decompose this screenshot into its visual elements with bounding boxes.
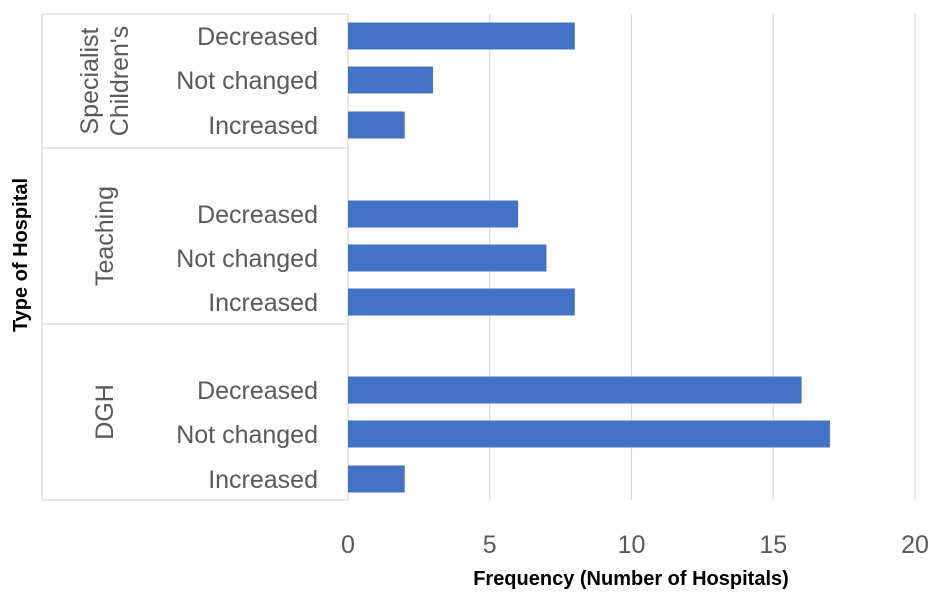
- category-label-specialist-children-s-decreased: Decreased: [197, 23, 318, 51]
- x-tick-label-20: 20: [901, 531, 929, 559]
- x-tick-label-5: 5: [483, 531, 497, 559]
- x-tick-label-0: 0: [341, 531, 355, 559]
- category-label-dgh-not-changed: Not changed: [176, 421, 318, 449]
- x-tick-label-10: 10: [618, 531, 646, 559]
- x-tick-label-15: 15: [759, 531, 787, 559]
- bar-specialist-children-s-not-changed: [348, 66, 434, 94]
- bar-teaching-decreased: [348, 200, 519, 228]
- category-label-specialist-children-s-increased: Increased: [208, 112, 318, 140]
- x-tick-labels: 0 5 10 15 20: [341, 531, 929, 559]
- bar-dgh-decreased: [348, 376, 802, 404]
- category-label-teaching-decreased: Decreased: [197, 201, 318, 229]
- category-label-teaching-increased: Increased: [208, 289, 318, 317]
- category-label-dgh-increased: Increased: [208, 466, 318, 494]
- category-labels: Decreased Not changed Increased Decreased No…: [176, 23, 318, 494]
- bar-specialist-children-s-decreased: [348, 22, 575, 50]
- x-axis-title: Frequency (Number of Hospitals): [473, 568, 789, 590]
- bar-dgh-increased: [348, 465, 405, 493]
- y-axis-title: Type of Hospital: [10, 178, 32, 332]
- group-label-teaching: Teaching: [91, 186, 119, 286]
- category-label-teaching-not-changed: Not changed: [176, 245, 318, 273]
- bar-teaching-increased: [348, 288, 575, 316]
- bars: [348, 22, 830, 493]
- category-label-specialist-children-s-not-changed: Not changed: [176, 67, 318, 95]
- bar-specialist-children-s-increased: [348, 111, 405, 139]
- group-label-specialist-children-s: SpecialistChildren's: [76, 26, 134, 136]
- category-label-dgh-decreased: Decreased: [197, 377, 318, 405]
- group-label-dgh: DGH: [91, 384, 119, 440]
- bar-teaching-not-changed: [348, 244, 547, 272]
- group-labels: SpecialistChildren's Teaching DGH: [76, 26, 134, 440]
- bar-dgh-not-changed: [348, 420, 830, 448]
